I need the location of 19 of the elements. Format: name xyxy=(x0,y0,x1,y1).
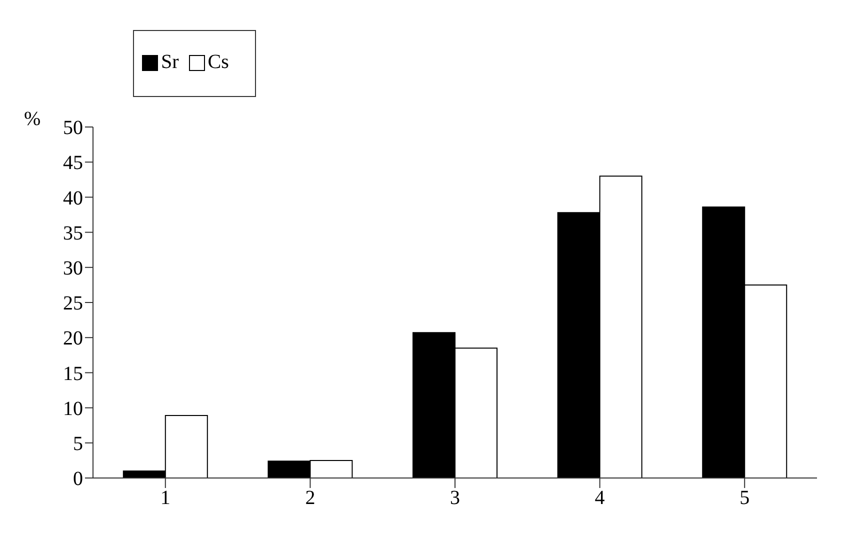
y-axis-title: % xyxy=(24,108,41,130)
y-tick-label: 15 xyxy=(63,362,83,385)
y-tick-label: 25 xyxy=(63,292,83,315)
legend-label: Cs xyxy=(206,51,229,74)
x-tick-label: 1 xyxy=(160,487,170,510)
y-tick-label: 10 xyxy=(63,398,83,420)
y-tick-label: 40 xyxy=(63,187,83,210)
legend-label: Sr xyxy=(160,51,179,74)
y-tick-label: 5 xyxy=(73,433,83,455)
x-tick-label: 2 xyxy=(305,487,316,510)
y-tick-label: 0 xyxy=(73,468,83,490)
x-tick-label: 3 xyxy=(450,487,460,510)
x-tick-label: 4 xyxy=(594,487,605,510)
y-tick-label: 35 xyxy=(63,222,83,244)
y-tick-label: 45 xyxy=(63,152,83,174)
y-tick-label: 50 xyxy=(63,117,83,140)
y-tick-label: 20 xyxy=(63,328,83,350)
x-tick-label: 5 xyxy=(740,487,750,510)
y-tick-label: 30 xyxy=(63,258,83,280)
